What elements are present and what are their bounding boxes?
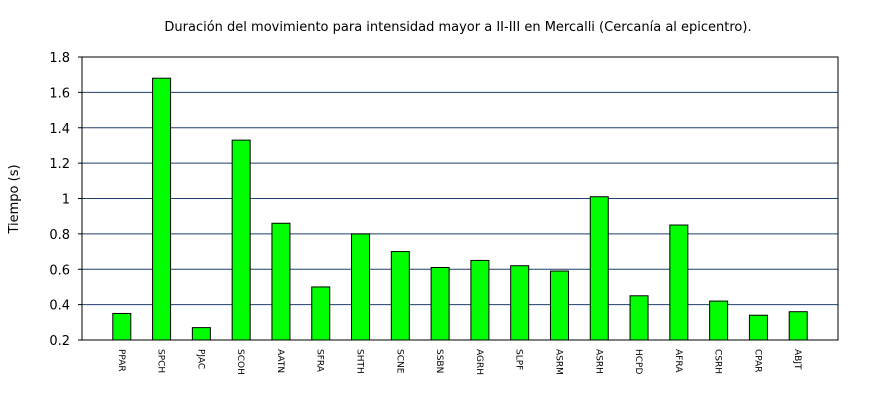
x-tick-label: SLPF xyxy=(514,349,524,370)
x-tick-label: ASRM xyxy=(553,349,563,375)
bar-afra xyxy=(669,224,689,341)
y-tick-label: 1.8 xyxy=(49,51,70,66)
bar-hcpd xyxy=(629,295,649,341)
x-tick-label: SFRA xyxy=(315,349,325,373)
bar-asrm xyxy=(549,270,569,341)
y-tick-label: 0.8 xyxy=(49,228,70,243)
bar-abjt xyxy=(788,311,808,341)
bar-agrh xyxy=(470,259,490,341)
x-tick-label: CPAR xyxy=(752,349,762,373)
bar-ppar xyxy=(112,312,132,341)
y-tick-label: 1.2 xyxy=(49,157,70,172)
x-tick-label: SPCH xyxy=(156,349,166,373)
x-tick-label: SCNE xyxy=(394,349,404,374)
bar-slpf xyxy=(510,265,530,341)
x-tick-label: ABJT xyxy=(792,349,802,370)
x-tick-label: AFRA xyxy=(673,349,683,373)
x-tick-label: CSRH xyxy=(713,349,723,374)
bar-shth xyxy=(351,233,371,341)
gridlines xyxy=(82,91,838,306)
bar-scoh xyxy=(231,139,251,341)
bar-ssbn xyxy=(430,266,450,341)
x-tick-label: SHTH xyxy=(355,349,365,374)
bar-scne xyxy=(390,251,410,341)
x-tick-label: AATN xyxy=(275,349,285,373)
bars xyxy=(112,77,808,341)
y-tick-label: 1.6 xyxy=(49,86,70,101)
x-tick-labels: PPAR SPCH PJAC SCOH AATN SFRA SHTH SCNE SSBN AGRH… xyxy=(116,349,802,375)
y-tick-label: 1.4 xyxy=(49,122,70,137)
bar-sfra xyxy=(311,286,331,341)
bar-csrh xyxy=(709,300,729,341)
y-tick-label: 0.6 xyxy=(49,263,70,278)
y-tick-label: 1 xyxy=(62,193,70,208)
bar-cpar xyxy=(748,314,768,341)
x-tick-label: SSBN xyxy=(434,349,444,373)
x-tick-label: HCPD xyxy=(633,349,643,374)
bar-pjac xyxy=(191,327,211,341)
y-tick-label: 0.2 xyxy=(49,334,70,349)
y-tick-labels: 0.2 0.4 0.6 0.8 1 1.2 1.4 1.6 1.8 xyxy=(49,51,82,349)
x-tick-label: ASRH xyxy=(593,349,603,374)
y-tick-label: 0.4 xyxy=(49,299,70,314)
y-axis-label: Tiempo (s) xyxy=(7,164,22,234)
bar-spch xyxy=(152,77,172,341)
x-tick-label: PJAC xyxy=(195,349,205,369)
bar-aatn xyxy=(271,222,291,341)
x-tick-label: PPAR xyxy=(116,349,126,372)
x-tick-label: AGRH xyxy=(474,349,484,375)
chart-title: Duración del movimiento para intensidad … xyxy=(164,20,751,35)
x-tick-label: SCOH xyxy=(235,349,245,375)
bar-asrh xyxy=(589,196,609,341)
